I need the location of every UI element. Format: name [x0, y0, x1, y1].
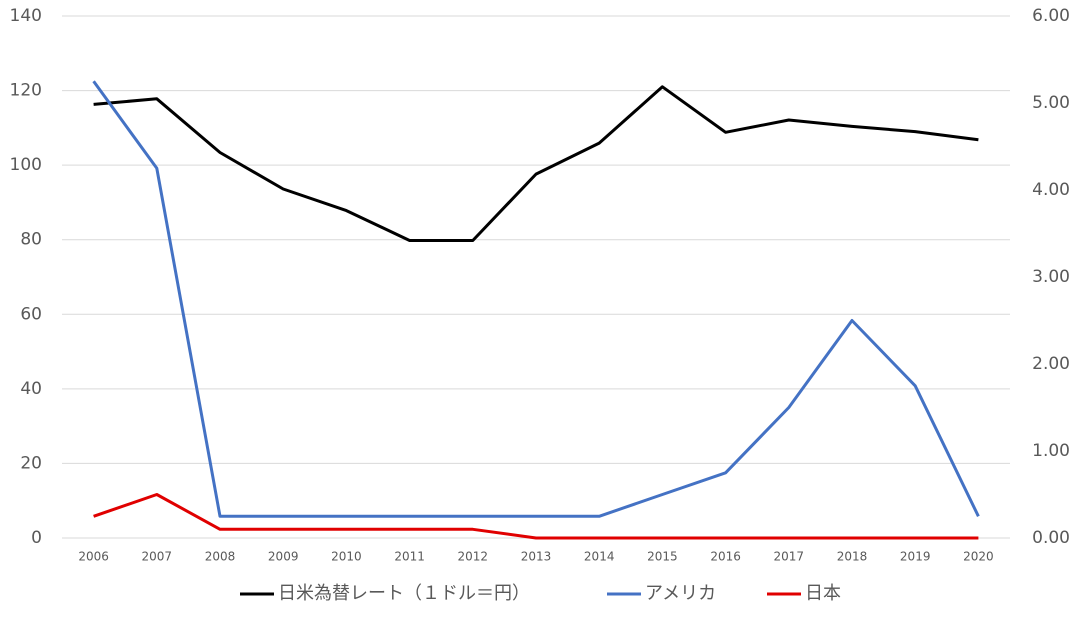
x-tick-label: 2010 — [331, 550, 362, 564]
y-tick-label: 140 — [10, 6, 42, 26]
series-line — [93, 85, 979, 242]
x-tick-label: 2015 — [647, 550, 678, 564]
x-tick-label: 2012 — [458, 550, 489, 564]
legend-label: アメリカ — [645, 583, 716, 604]
x-tick-label: 2020 — [963, 550, 994, 564]
y2-tick-label: 5.00 — [1032, 93, 1070, 113]
y2-tick-label: 3.00 — [1032, 267, 1070, 287]
x-tick-label: 2013 — [521, 550, 552, 564]
x-tick-label: 2008 — [205, 550, 236, 564]
y2-tick-label: 6.00 — [1032, 6, 1070, 26]
x-tick-label: 2011 — [394, 550, 425, 564]
legend-label: 日米為替レート（１ドル＝円） — [278, 583, 530, 604]
x-tick-label: 2014 — [584, 550, 615, 564]
y-tick-label: 60 — [20, 304, 42, 324]
y-tick-label: 80 — [20, 230, 42, 250]
x-tick-label: 2006 — [78, 550, 109, 564]
x-tick-label: 2016 — [710, 550, 741, 564]
legend-label: 日本 — [805, 583, 841, 604]
y2-tick-label: 2.00 — [1032, 354, 1070, 374]
x-tick-label: 2007 — [142, 550, 173, 564]
x-tick-label: 2018 — [837, 550, 868, 564]
y-tick-label: 120 — [10, 81, 42, 101]
y2-tick-label: 1.00 — [1032, 441, 1070, 461]
series-line — [92, 80, 980, 518]
x-tick-label: 2019 — [900, 550, 931, 564]
x-tick-label: 2017 — [774, 550, 805, 564]
y2-tick-label: 0.00 — [1032, 528, 1070, 548]
series-line — [93, 493, 979, 540]
y-tick-label: 0 — [31, 528, 42, 548]
y2-tick-label: 4.00 — [1032, 180, 1070, 200]
y-tick-label: 100 — [10, 155, 42, 175]
x-tick-label: 2009 — [268, 550, 299, 564]
y-tick-label: 40 — [20, 379, 42, 399]
y-tick-label: 20 — [20, 453, 42, 473]
